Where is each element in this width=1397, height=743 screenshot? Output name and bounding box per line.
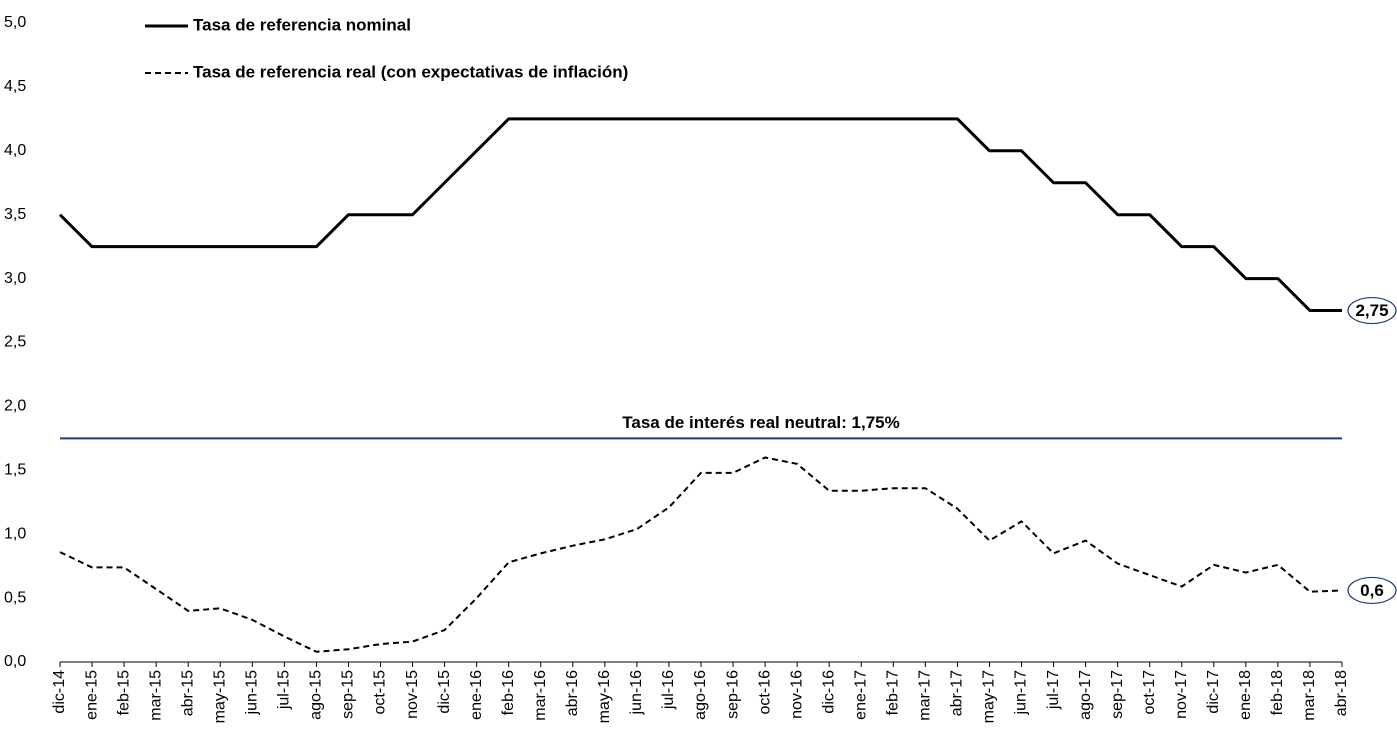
y-tick-label: 0,0 xyxy=(4,653,26,670)
y-tick-label: 1,0 xyxy=(4,525,26,542)
x-tick-label: ene-17 xyxy=(852,670,869,720)
x-tick-label: oct-17 xyxy=(1141,670,1158,715)
x-tick-label: feb-16 xyxy=(500,670,517,715)
x-tick-label: abr-18 xyxy=(1333,670,1350,716)
value-label-circle xyxy=(1347,296,1397,325)
x-tick-label: nov-16 xyxy=(788,670,805,719)
x-tick-label: feb-15 xyxy=(115,670,132,715)
x-tick-label: dic-15 xyxy=(436,670,453,714)
x-tick-label: mar-15 xyxy=(147,670,164,721)
x-tick-label: ene-18 xyxy=(1237,670,1254,720)
x-tick-label: dic-16 xyxy=(820,670,837,714)
x-tick-label: ene-15 xyxy=(83,670,100,720)
x-tick-label: ene-16 xyxy=(468,670,485,720)
x-tick-label: jun-15 xyxy=(244,670,261,716)
x-tick-label: mar-18 xyxy=(1301,670,1318,721)
x-tick-label: nov-17 xyxy=(1173,670,1190,719)
x-tick-label: jul-15 xyxy=(276,670,293,710)
x-tick-label: ago-15 xyxy=(308,670,325,720)
y-tick-label: 3,0 xyxy=(4,270,26,287)
x-tick-label: dic-14 xyxy=(51,670,68,714)
x-tick-label: dic-17 xyxy=(1205,670,1222,714)
x-tick-label: may-15 xyxy=(211,670,228,723)
series-line xyxy=(59,456,1343,653)
y-tick-label: 4,5 xyxy=(4,78,26,95)
y-tick-label: 2,0 xyxy=(4,398,26,415)
reference-label: Tasa de interés real neutral: 1,75% xyxy=(622,413,899,432)
x-tick-label: feb-17 xyxy=(885,670,902,715)
y-tick-label: 5,0 xyxy=(4,14,26,31)
x-tick-label: mar-16 xyxy=(532,670,549,721)
y-tick-label: 3,5 xyxy=(4,206,26,223)
x-tick-label: may-16 xyxy=(596,670,613,723)
series-line xyxy=(58,117,1342,313)
legend-label: Tasa de referencia real (con expectativa… xyxy=(193,62,628,81)
x-tick-label: jul-16 xyxy=(660,670,677,710)
x-tick-label: jul-17 xyxy=(1045,670,1062,710)
x-tick-label: mar-17 xyxy=(917,670,934,721)
x-tick-label: jun-16 xyxy=(628,670,645,716)
y-tick-label: 2,5 xyxy=(4,334,26,351)
value-label: 2,75 xyxy=(1355,301,1388,320)
x-tick-label: abr-16 xyxy=(564,670,581,716)
x-tick-label: oct-15 xyxy=(372,670,389,715)
x-tick-label: abr-15 xyxy=(179,670,196,716)
y-tick-label: 1,5 xyxy=(4,462,26,479)
x-tick-label: abr-17 xyxy=(949,670,966,716)
legend-label: Tasa de referencia nominal xyxy=(193,15,411,34)
x-tick-label: ago-16 xyxy=(692,670,709,720)
x-tick-label: sep-15 xyxy=(340,670,357,719)
x-tick-label: nov-15 xyxy=(404,670,421,719)
y-tick-label: 4,0 xyxy=(4,142,26,159)
value-label: 0,6 xyxy=(1360,581,1384,600)
x-tick-label: oct-16 xyxy=(756,670,773,715)
x-tick-label: may-17 xyxy=(981,670,998,723)
x-tick-label: ago-17 xyxy=(1077,670,1094,720)
value-label-circle xyxy=(1347,576,1397,605)
x-tick-label: sep-16 xyxy=(724,670,741,719)
y-tick-label: 0,5 xyxy=(4,589,26,606)
x-tick-label: feb-18 xyxy=(1269,670,1286,715)
x-tick-label: jun-17 xyxy=(1013,670,1030,716)
x-tick-label: sep-17 xyxy=(1109,670,1126,719)
